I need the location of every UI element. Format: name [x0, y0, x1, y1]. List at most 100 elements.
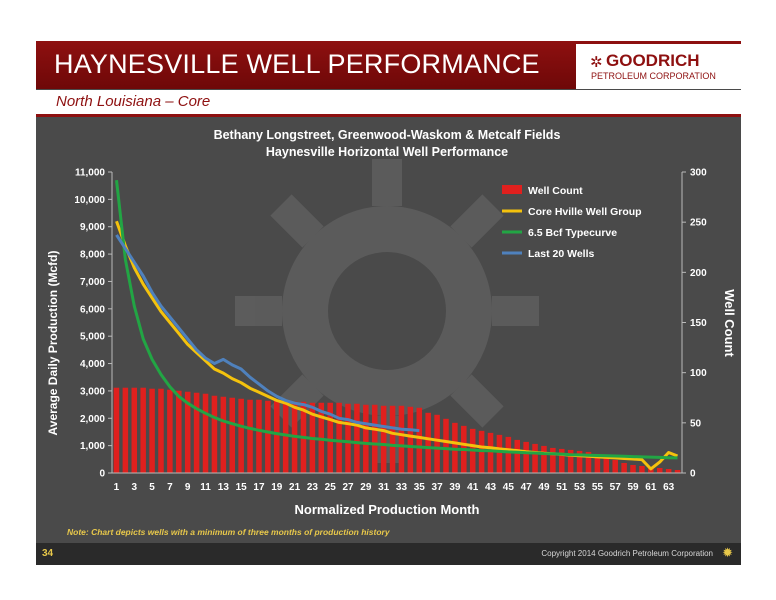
well-count-bar	[656, 467, 663, 473]
x-tick-label: 61	[645, 482, 657, 493]
well-count-bar	[380, 405, 387, 473]
well-count-bar	[336, 402, 342, 473]
x-tick-label: 23	[307, 482, 319, 493]
x-tick-label: 49	[538, 482, 550, 493]
x-tick-label: 21	[289, 482, 301, 493]
x-tick-label: 59	[627, 482, 639, 493]
x-tick-label: 39	[449, 482, 461, 493]
y2-tick-label: 200	[690, 268, 707, 279]
well-count-bar	[416, 407, 423, 473]
legend-label-last-20-wells: Last 20 Wells	[528, 248, 594, 260]
x-tick-label: 29	[360, 482, 372, 493]
well-count-bar	[594, 453, 601, 473]
well-count-bar	[354, 403, 360, 473]
x-tick-label: 13	[218, 482, 230, 493]
well-count-bar	[274, 400, 280, 473]
company-logo: ✲ GOODRICH PETROLEUM CORPORATION	[576, 44, 741, 89]
y2-tick-label: 100	[690, 368, 707, 379]
well-count-bar	[131, 387, 138, 473]
x-tick-label: 19	[271, 482, 283, 493]
well-count-bar	[514, 439, 520, 473]
well-count-bar	[559, 448, 565, 473]
well-count-bar	[211, 395, 218, 473]
well-count-bar	[550, 447, 556, 473]
well-count-bar	[158, 388, 164, 473]
well-count-bar	[202, 393, 209, 473]
well-count-bar	[167, 389, 173, 473]
x-tick-label: 3	[131, 482, 137, 493]
x-tick-label: 1	[114, 482, 120, 493]
y-tick-label: 2,000	[80, 414, 105, 425]
well-count-bar	[407, 406, 414, 473]
x-tick-label: 17	[253, 482, 265, 493]
y2-axis-label: Well Count	[722, 289, 737, 357]
well-count-bar	[247, 399, 253, 473]
well-count-bar	[113, 387, 120, 473]
page-number: 34	[42, 548, 54, 559]
x-tick-label: 53	[574, 482, 586, 493]
y-axis-label: Average Daily Production (Mcfd)	[46, 251, 60, 436]
last-20-wells-line	[115, 234, 420, 433]
x-tick-label: 33	[396, 482, 408, 493]
well-count-bar	[576, 450, 583, 473]
well-count-bar	[523, 441, 529, 473]
page-title: HAYNESVILLE WELL PERFORMANCE	[54, 49, 540, 79]
y-tick-label: 6,000	[80, 304, 105, 315]
well-count-bar	[176, 390, 182, 473]
well-count-bar	[567, 449, 574, 473]
well-count-bar	[256, 399, 262, 473]
well-count-bar	[585, 451, 592, 473]
well-count-bar	[265, 400, 271, 473]
well-count-bar	[639, 465, 645, 473]
logo-mark-icon: ✲	[590, 54, 603, 71]
x-tick-label: 9	[185, 482, 191, 493]
legend-label-core-hville-well-group: Core Hville Well Group	[528, 206, 642, 218]
well-count-bar	[122, 387, 129, 473]
x-tick-label: 57	[610, 482, 622, 493]
y2-tick-label: 50	[690, 418, 702, 429]
well-count-bar	[665, 468, 672, 473]
y2-tick-label: 250	[690, 218, 707, 229]
y-tick-label: 5,000	[80, 332, 105, 343]
well-count-bar	[229, 397, 235, 473]
logo-subtitle: PETROLEUM CORPORATION	[591, 71, 716, 81]
y-tick-label: 3,000	[80, 386, 105, 397]
chart-title-group: Bethany Longstreet, Greenwood-Waskom & M…	[214, 128, 561, 159]
well-count-bar	[496, 434, 503, 473]
well-count-bar	[612, 459, 618, 473]
logo-name: GOODRICH	[606, 51, 700, 70]
chart-note: Note: Chart depicts wells with a minimum…	[67, 527, 391, 537]
slide: HAYNESVILLE WELL PERFORMANCE ✲ GOODRICH …	[36, 41, 741, 565]
well-count-bar	[345, 403, 351, 473]
well-count-bar	[327, 402, 333, 473]
well-count-bar	[193, 392, 200, 473]
y-tick-label: 9,000	[80, 222, 105, 233]
well-count-bar	[238, 398, 244, 473]
x-tick-label: 7	[167, 482, 173, 493]
x-tick-label: 35	[414, 482, 426, 493]
watermark-gear-icon	[235, 159, 539, 463]
well-count-bar	[140, 387, 146, 473]
x-tick-label: 47	[521, 482, 533, 493]
well-count-bar	[674, 469, 681, 473]
well-count-bar	[363, 404, 369, 473]
footer-bar: 34 Copyright 2014 Goodrich Petroleum Cor…	[36, 543, 741, 565]
legend-swatch-well-count	[502, 185, 522, 194]
x-tick-label: 37	[432, 482, 444, 493]
y2-tick-label: 150	[690, 318, 707, 329]
well-count-bar	[487, 432, 494, 473]
gear-icon: ✹	[722, 545, 733, 560]
copyright-text: Copyright 2014 Goodrich Petroleum Corpor…	[541, 549, 713, 558]
well-count-bar	[398, 405, 405, 473]
page-subtitle: North Louisiana – Core	[56, 93, 211, 110]
y-tick-label: 8,000	[80, 250, 105, 261]
x-tick-label: 43	[485, 482, 497, 493]
y-tick-label: 0	[99, 469, 105, 480]
well-count-bar	[443, 418, 449, 473]
well-count-bar	[425, 412, 431, 473]
x-tick-label: 11	[200, 482, 211, 493]
well-count-bar	[149, 388, 155, 473]
legend-label-well-count: Well Count	[528, 185, 583, 197]
chart: Bethany Longstreet, Greenwood-Waskom & M…	[46, 128, 737, 537]
x-tick-label: 41	[467, 482, 479, 493]
